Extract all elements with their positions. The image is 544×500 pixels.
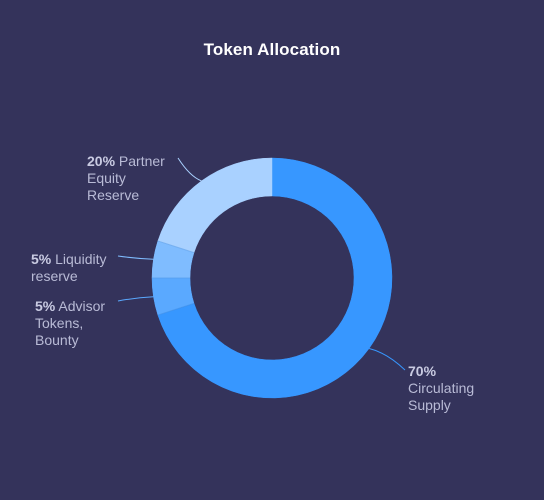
slice-category-label: Advisor Tokens, Bounty: [35, 298, 106, 348]
slice-category-label: Partner Equity Reserve: [87, 153, 165, 203]
slice-label-advisor-tokens: 5% Advisor Tokens, Bounty: [35, 298, 115, 349]
donut-slice-circulating-supply[interactable]: [157, 157, 393, 399]
slice-category-label: Liquidity reserve: [31, 251, 107, 284]
slice-value-label: 70%: [408, 363, 437, 379]
slice-label-circulating-supply: 70% Circulating Supply: [408, 363, 498, 414]
leader-line-partner-equity-reserve: [177, 157, 202, 182]
slice-value-label: 20%: [87, 153, 116, 169]
leader-line-circulating-supply: [368, 348, 406, 371]
donut-slice-partner-equity-reserve[interactable]: [157, 157, 273, 253]
slice-separator: [157, 240, 195, 254]
chart-title: Token Allocation: [203, 40, 341, 59]
slice-label-partner-equity-reserve: 20% Partner Equity Reserve: [87, 153, 179, 204]
leader-line-advisor-tokens-bounty: [117, 296, 154, 302]
slice-label-liquidity-reserve: 5% Liquidity reserve: [31, 251, 113, 285]
leader-line-liquidity-reserve: [117, 255, 154, 260]
slice-value-label: 5%: [31, 251, 52, 267]
slice-category-label: Circulating Supply: [408, 380, 475, 413]
slice-separator: [157, 302, 195, 316]
slice-value-label: 5%: [35, 298, 56, 314]
